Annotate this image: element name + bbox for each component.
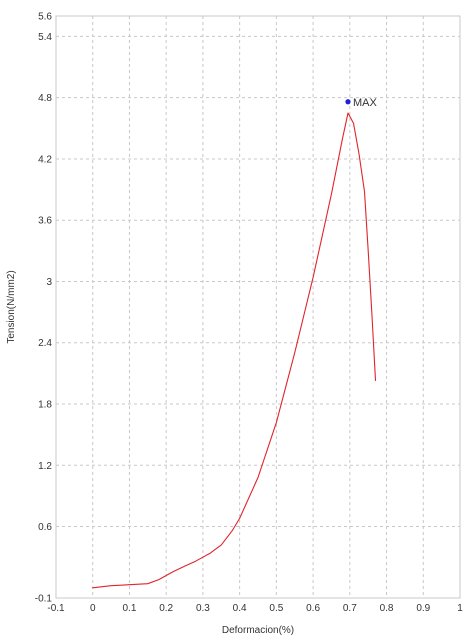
- x-tick-label: 0.3: [196, 603, 210, 614]
- x-tick-label: 0.8: [380, 603, 394, 614]
- x-tick-label: 0.5: [269, 603, 283, 614]
- y-tick-label: 4.2: [38, 154, 52, 165]
- x-tick-label: 0.2: [159, 603, 173, 614]
- annotation-layer: MAX: [345, 97, 377, 109]
- y-tick-label: 5.4: [38, 32, 52, 43]
- max-label: MAX: [353, 97, 378, 109]
- x-tick-label: 0.4: [233, 603, 247, 614]
- y-tick-label: 3.6: [38, 216, 52, 227]
- y-tick-label: 1.2: [38, 461, 52, 472]
- x-tick-label: 0.6: [306, 603, 320, 614]
- y-tick-label: 5.6: [38, 12, 52, 23]
- x-tick-label: 1: [457, 603, 463, 614]
- y-tick-label: -0.1: [35, 594, 53, 605]
- x-tick-label: -0.1: [47, 603, 65, 614]
- series-layer: [92, 112, 377, 589]
- x-tick-label: 0: [90, 603, 96, 614]
- grid: [55, 15, 461, 599]
- x-tick-label: 0.1: [123, 603, 137, 614]
- y-tick-label: 2.4: [38, 338, 52, 349]
- y-tick-label: 0.6: [38, 522, 52, 533]
- y-tick-label: 4.8: [38, 93, 52, 104]
- x-axis-title: Deformacion(%): [222, 625, 294, 636]
- plot-frame: [55, 15, 461, 599]
- stress-strain-line: [92, 112, 377, 589]
- y-tick-label: 3: [46, 277, 52, 288]
- tick-labels: -0.1 0 0.1 0.2 0.3 0.4 0.5 0.6 0.7 0.8 0.9 1 -0.1 0.6…: [35, 12, 463, 615]
- max-point-marker: [345, 99, 351, 105]
- x-tick-label: 0.9: [416, 603, 430, 614]
- x-tick-label: 0.7: [343, 603, 357, 614]
- y-axis-title: Tension(N/mm2): [6, 270, 17, 343]
- y-tick-label: 1.8: [38, 400, 52, 411]
